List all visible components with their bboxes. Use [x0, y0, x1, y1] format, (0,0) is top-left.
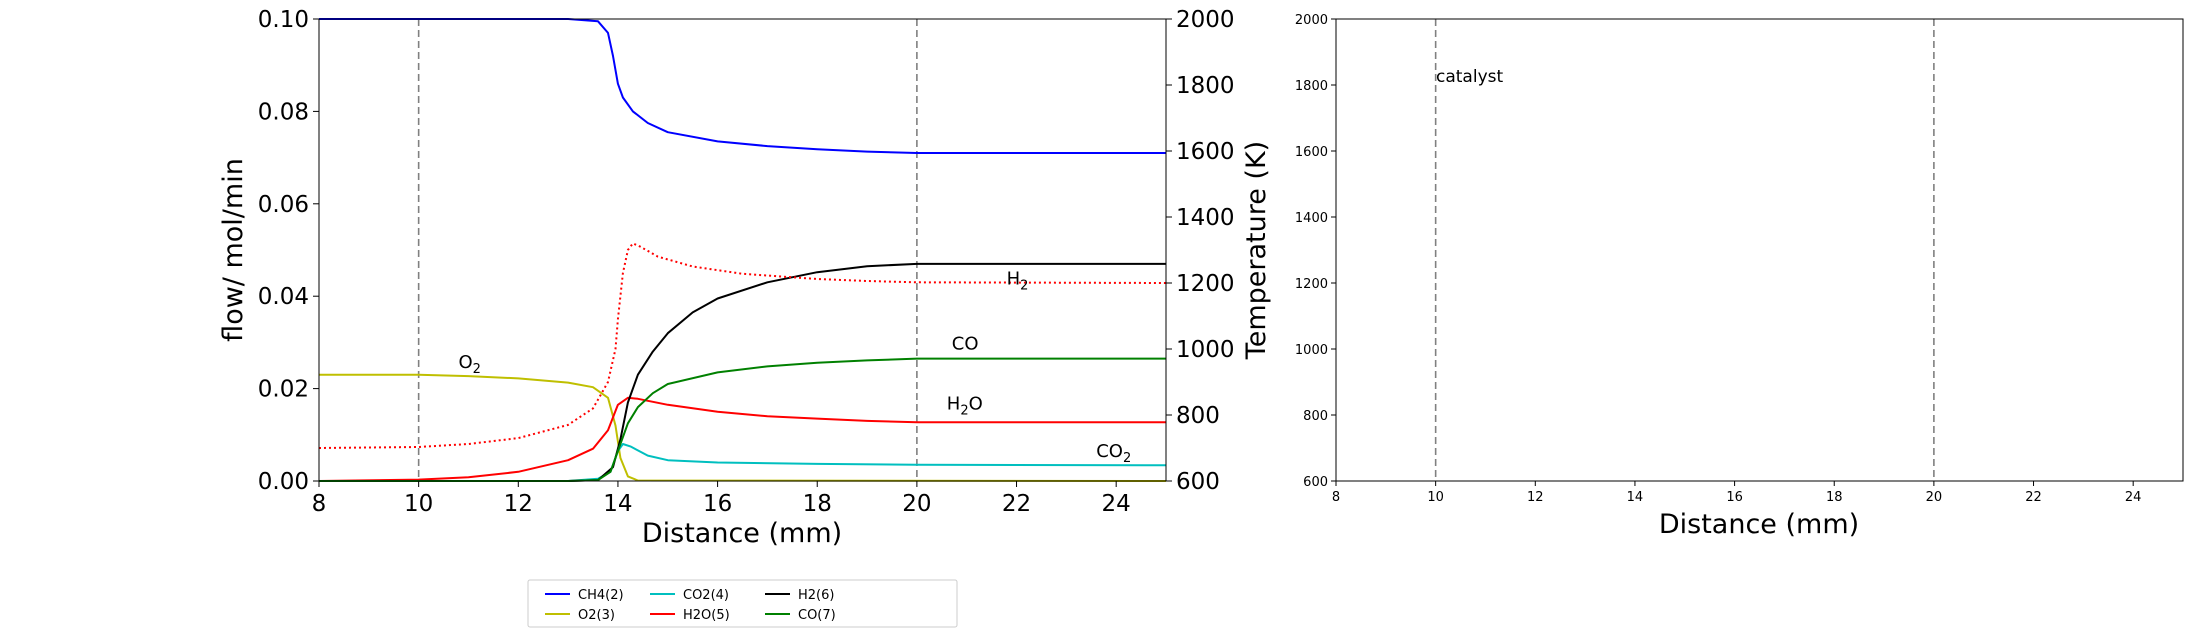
y-tick-label: 0.10	[258, 7, 309, 33]
x-tick-label: 14	[1627, 490, 1644, 505]
right-y-ticks: 600 800 1000 1200 1400 1600 1800 2000	[1166, 7, 1235, 495]
legend-label: CO(7)	[798, 608, 836, 623]
legend-label: H2O(5)	[683, 608, 730, 623]
legend-frame	[527, 579, 958, 628]
legend-label: H2(6)	[798, 588, 834, 603]
y-tick-label: 1200	[1295, 277, 1328, 292]
series-line-co-7	[319, 357, 1166, 482]
right-x-axis-label: Distance (mm)	[1659, 509, 1859, 540]
species-label: H2O	[947, 393, 983, 418]
species-label: CO2	[1096, 441, 1131, 466]
y2-tick-label: 600	[1176, 469, 1220, 495]
right-y-ticks-panel: 600 800 1000 1200 1400 1600 1800 2000	[1295, 13, 1336, 490]
series-line-h2o-5	[318, 396, 1166, 482]
series-line-ch4-2	[319, 18, 1166, 154]
x-tick-label: 10	[1427, 490, 1444, 505]
y2-tick-label: 1600	[1176, 139, 1235, 165]
catalyst-label: catalyst	[1436, 67, 1503, 87]
x-tick-label: 22	[1002, 491, 1031, 517]
right-axes: 8 10 12 14 16 18 20 22 24 600 800 1000 1200 1400 1600…	[1295, 13, 2184, 540]
y-tick-label: 0.00	[258, 469, 309, 495]
series-line-o2-3	[319, 373, 1167, 482]
species-annotations: O2 H2 CO H2O CO2	[459, 269, 1132, 466]
y-tick-label: 600	[1303, 475, 1328, 490]
y2-tick-label: 2000	[1176, 7, 1235, 33]
y-tick-label: 1400	[1295, 211, 1328, 226]
series-line-temperature	[318, 242, 1167, 449]
legend-label: O2(3)	[578, 608, 615, 623]
left-x-ticks: 8 10 12 14 16 18 20 22 24	[312, 481, 1131, 517]
catalyst-boundaries	[417, 19, 918, 481]
y2-tick-label: 1200	[1176, 271, 1235, 297]
y2-tick-label: 1400	[1176, 205, 1235, 231]
y-tick-label: 800	[1303, 409, 1328, 424]
right-x-ticks: 8 10 12 14 16 18 20 22 24	[1332, 481, 2142, 505]
x-tick-label: 14	[603, 491, 632, 517]
x-tick-label: 20	[902, 491, 931, 517]
y2-tick-label: 1000	[1176, 337, 1235, 363]
x-tick-label: 22	[2025, 490, 2042, 505]
y-tick-label: 1000	[1295, 343, 1328, 358]
x-tick-label: 8	[312, 491, 327, 517]
legend-label: CH4(2)	[578, 588, 624, 603]
x-tick-label: 18	[1826, 490, 1843, 505]
x-tick-label: 24	[2125, 490, 2142, 505]
series-lines	[318, 18, 1167, 482]
x-tick-label: 12	[1527, 490, 1544, 505]
left-x-axis-label: Distance (mm)	[642, 518, 842, 549]
y-tick-label: 1800	[1295, 79, 1328, 94]
species-label: CO	[952, 333, 979, 354]
species-label: H2	[1007, 269, 1029, 294]
legend-label: CO2(4)	[683, 588, 729, 603]
series-line-h2-6	[319, 262, 1166, 482]
catalyst-boundaries-right	[1434, 19, 1935, 481]
y-tick-label: 0.06	[258, 192, 309, 218]
x-tick-label: 16	[703, 491, 732, 517]
y-tick-label: 1600	[1295, 145, 1328, 160]
x-tick-label: 12	[504, 491, 533, 517]
x-tick-label: 24	[1102, 491, 1131, 517]
left-plot-frame	[318, 18, 1167, 482]
x-tick-label: 18	[803, 491, 832, 517]
x-tick-label: 16	[1726, 490, 1743, 505]
y2-tick-label: 800	[1176, 403, 1220, 429]
right-y-axis-label: Temperature (K)	[1241, 141, 1272, 360]
series-line-co2-4	[319, 443, 1167, 482]
species-label: O2	[459, 352, 481, 377]
y-tick-label: 0.04	[258, 284, 309, 310]
y-tick-label: 0.02	[258, 377, 309, 403]
right-plot-frame	[1335, 18, 2184, 482]
y-tick-label: 0.08	[258, 99, 309, 125]
x-tick-label: 10	[404, 491, 433, 517]
y-tick-label: 2000	[1295, 13, 1328, 28]
left-y-axis-label: flow/ mol/min	[218, 158, 249, 342]
y2-tick-label: 1800	[1176, 73, 1235, 99]
left-y-ticks: 0.00 0.02 0.04 0.06 0.08 0.10	[258, 7, 319, 495]
x-tick-label: 20	[1926, 490, 1943, 505]
x-tick-label: 8	[1332, 490, 1340, 505]
left-axes: 8 10 12 14 16 18 20 22 24 0.000.020.040.060.080.…	[218, 7, 1272, 549]
legend: CH4(2) O2(3) CO2(4) H2O(5) H2(6) CO(7)	[527, 579, 958, 628]
